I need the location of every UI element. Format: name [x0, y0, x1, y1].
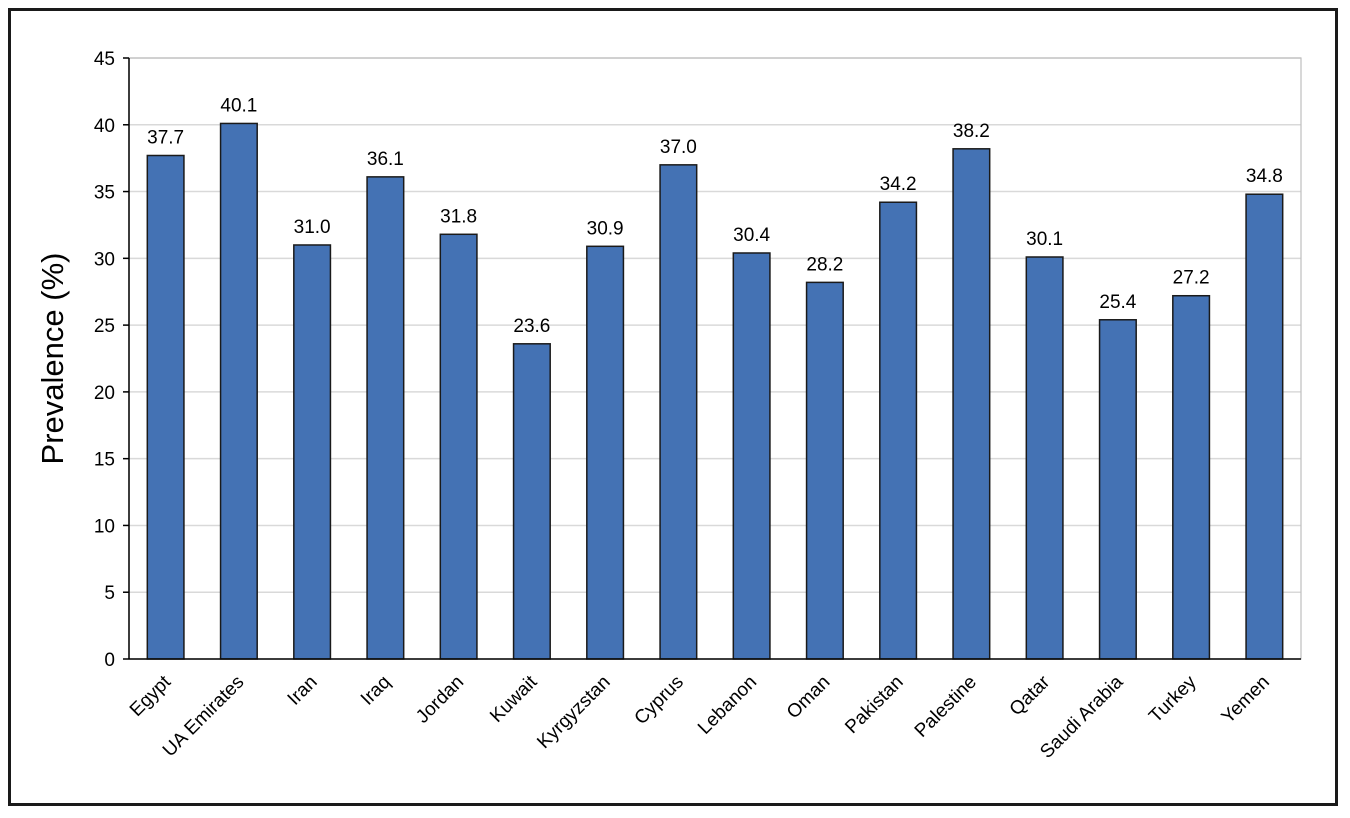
x-tick-label: Iraq: [357, 672, 395, 710]
x-tick-label: Egypt: [126, 671, 176, 721]
bar-egypt: [146, 154, 185, 660]
axes: [123, 57, 1302, 660]
data-label: 38.2: [953, 121, 990, 142]
data-label: 34.8: [1246, 166, 1283, 187]
y-axis-title: Prevalence (%): [35, 253, 70, 465]
bars: [146, 122, 1284, 660]
bar-cyprus: [659, 164, 698, 660]
bar-jordan: [439, 233, 478, 660]
data-label: 28.2: [806, 254, 843, 275]
data-label: 34.2: [880, 174, 917, 195]
bar-qatar: [1025, 256, 1064, 660]
bar-palestine: [952, 148, 991, 660]
bar-yemen: [1245, 193, 1284, 660]
y-tick-label: 40: [94, 116, 115, 137]
x-tick-label: Iran: [284, 672, 322, 710]
data-label: 40.1: [220, 95, 257, 116]
data-label: 31.8: [440, 206, 477, 227]
x-tick-label: Lebanon: [694, 672, 761, 739]
x-tick-label: Yemen: [1218, 672, 1274, 728]
y-tick-label: 5: [104, 583, 115, 604]
y-tick-labels: 0 5 10 15 20 25 30 35 40 45: [94, 49, 115, 671]
data-label: 27.2: [1173, 268, 1210, 289]
bar-oman: [805, 281, 844, 660]
bar-kuwait: [512, 343, 551, 660]
data-label: 25.4: [1099, 292, 1136, 313]
x-tick-label: Cyprus: [631, 672, 688, 729]
y-tick-label: 45: [94, 49, 115, 70]
bar-saudi-arabia: [1098, 319, 1137, 660]
data-label: 37.7: [147, 127, 184, 148]
bar-iran: [293, 244, 332, 660]
x-tick-label: Pakistan: [841, 672, 907, 738]
x-tick-label: Kuwait: [486, 671, 542, 727]
x-tick-label: Jordan: [412, 672, 468, 728]
data-label: 30.4: [733, 225, 770, 246]
x-tick-label: Palestine: [911, 672, 981, 742]
y-tick-label: 15: [94, 450, 115, 471]
data-labels: 37.7 40.1 31.0 36.1 31.8 23.6 30.9 37.0 30.4 28.2…: [147, 95, 1283, 336]
bar-ua-emirates: [219, 122, 258, 660]
x-tick-label: Oman: [783, 672, 834, 723]
chart-frame: 0 5 10 15 20 25 30 35 40 45 Egypt UA Emirates Iran I…: [8, 8, 1338, 806]
y-tick-label: 30: [94, 249, 115, 270]
bar-turkey: [1172, 294, 1211, 660]
data-label: 31.0: [294, 217, 331, 238]
y-tick-label: 0: [104, 650, 115, 671]
bar-iraq: [366, 176, 405, 660]
bar-lebanon: [732, 252, 771, 660]
y-tick-label: 20: [94, 383, 115, 404]
x-tick-label: Kyrgyzstan: [533, 672, 614, 753]
x-tick-label: Qatar: [1006, 671, 1055, 720]
data-label: 30.1: [1026, 229, 1063, 250]
y-tick-label: 35: [94, 183, 115, 204]
data-label: 30.9: [587, 218, 624, 239]
y-tick-label: 10: [94, 516, 115, 537]
x-tick-label: Turkey: [1145, 671, 1201, 727]
y-tick-label: 25: [94, 316, 115, 337]
data-label: 36.1: [367, 149, 404, 170]
bar-pakistan: [879, 201, 918, 660]
data-label: 23.6: [513, 316, 550, 337]
data-label: 37.0: [660, 137, 697, 158]
bar-kyrgyzstan: [586, 245, 625, 660]
